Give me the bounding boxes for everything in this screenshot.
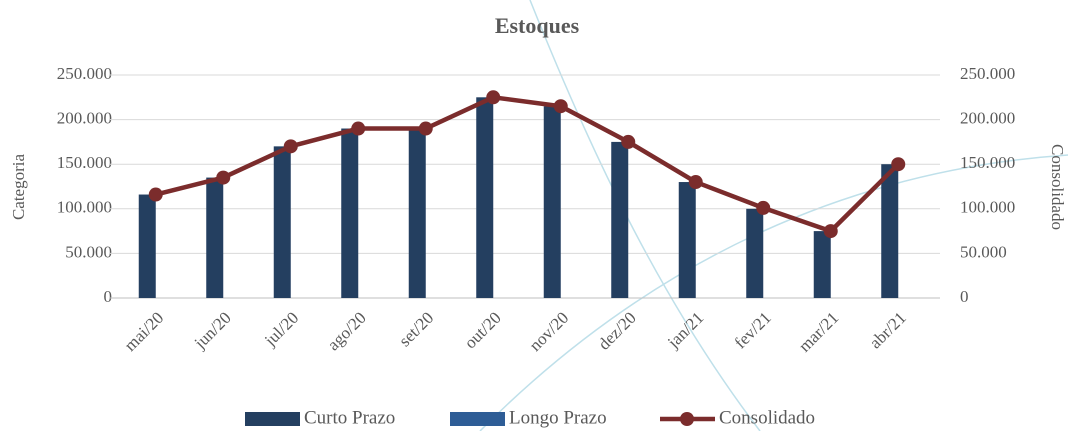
y-tick-label: 50.000 <box>65 242 112 261</box>
decor-curve <box>529 0 761 431</box>
bar <box>206 177 224 298</box>
x-tick-label: mar/21 <box>795 308 842 355</box>
x-tick-label: abr/21 <box>866 308 910 352</box>
line-marker <box>553 99 568 114</box>
line-marker <box>891 157 906 172</box>
y2-axis-title: Consolidado <box>1048 144 1067 230</box>
line-marker <box>216 170 231 185</box>
line-marker <box>418 121 433 136</box>
x-tick-label: nov/20 <box>526 308 573 355</box>
y2-tick-label: 50.000 <box>960 242 1007 261</box>
legend-label: Longo Prazo <box>509 407 607 428</box>
bar <box>408 128 426 298</box>
line-marker <box>688 175 703 190</box>
x-tick-label: jul/20 <box>260 308 302 350</box>
legend-swatch <box>245 412 300 426</box>
y-tick-label: 250.000 <box>57 64 112 83</box>
x-tick-label: ago/20 <box>324 308 370 354</box>
x-tick-label: out/20 <box>461 308 505 352</box>
y-tick-label: 0 <box>104 287 113 306</box>
line-marker <box>351 121 366 136</box>
line-marker <box>283 139 298 154</box>
bar <box>746 208 764 298</box>
y2-tick-label: 150.000 <box>960 153 1015 172</box>
decor-curve <box>479 154 1068 431</box>
bar <box>138 194 156 298</box>
bar <box>543 106 561 298</box>
y-tick-label: 200.000 <box>57 109 112 128</box>
bar <box>341 128 359 298</box>
y2-tick-label: 200.000 <box>960 109 1015 128</box>
y-tick-label: 100.000 <box>57 198 112 217</box>
legend-label: Curto Prazo <box>304 407 395 428</box>
x-tick-label: fev/21 <box>731 308 775 352</box>
x-tick-label: jun/20 <box>190 308 235 353</box>
x-tick-label: set/20 <box>395 308 437 350</box>
legend-label: Consolidado <box>719 407 815 428</box>
legend-swatch <box>450 412 505 426</box>
y-axis-title: Categoria <box>9 154 28 221</box>
y2-tick-label: 250.000 <box>960 64 1015 83</box>
line-marker <box>621 134 636 149</box>
line-marker <box>823 224 838 239</box>
chart-title: Estoques <box>495 13 580 38</box>
x-tick-label: mai/20 <box>121 308 168 355</box>
y-tick-label: 150.000 <box>57 153 112 172</box>
line-marker <box>486 90 501 105</box>
y2-tick-label: 100.000 <box>960 198 1015 217</box>
line-marker <box>756 200 771 215</box>
line <box>155 95 900 234</box>
bar <box>678 182 696 298</box>
bar <box>611 141 629 298</box>
bar <box>476 97 494 298</box>
bar <box>881 164 899 298</box>
legend-swatch <box>680 412 694 426</box>
bar <box>273 146 291 298</box>
bar <box>813 231 831 298</box>
line-marker <box>148 187 163 202</box>
y2-tick-label: 0 <box>960 287 969 306</box>
